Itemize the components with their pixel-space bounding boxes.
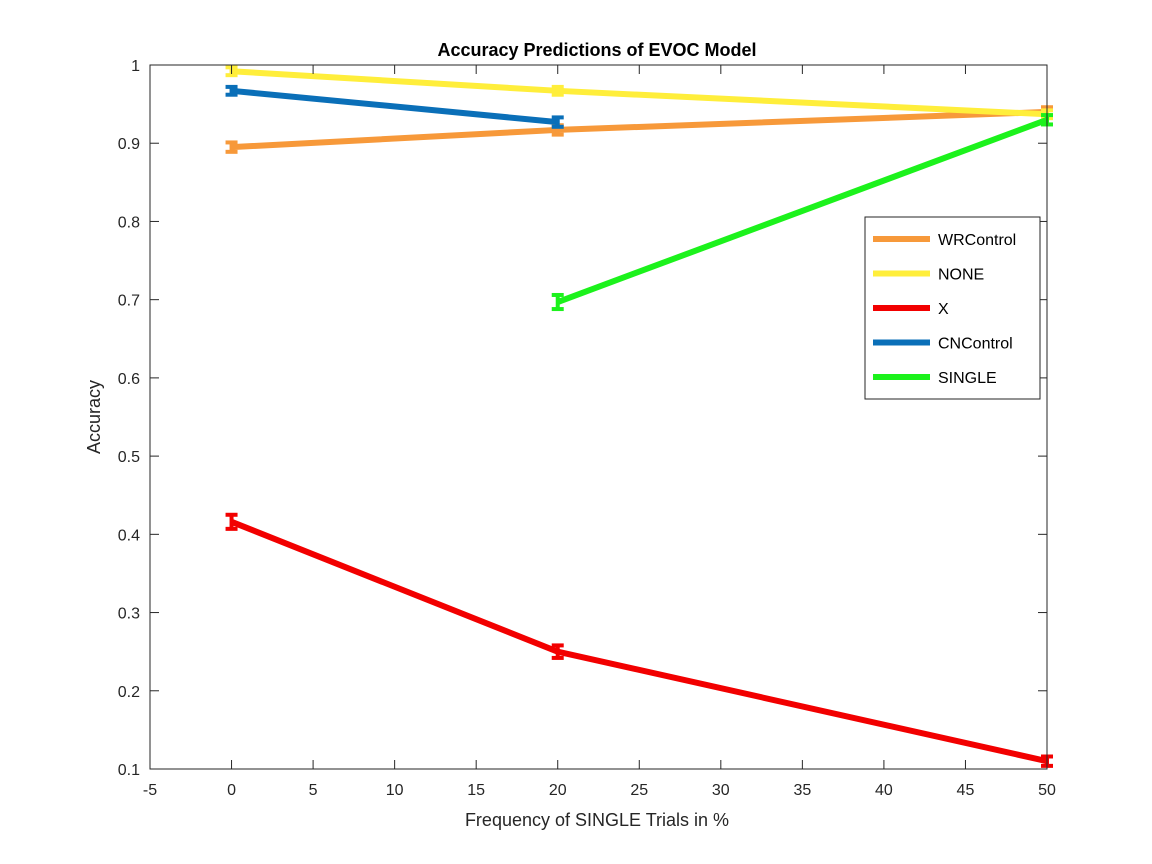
x-tick-label: 25 <box>630 782 648 799</box>
x-tick-label: 15 <box>467 782 485 799</box>
x-tick-label: 50 <box>1038 782 1056 799</box>
y-tick-label: 0.8 <box>118 214 140 231</box>
chart-title: Accuracy Predictions of EVOC Model <box>437 40 756 60</box>
x-tick-label: 5 <box>309 782 318 799</box>
legend-label-cncontrol: CNControl <box>938 336 1013 353</box>
x-tick-label: 40 <box>875 782 893 799</box>
plot-area <box>150 65 1047 769</box>
x-tick-label: 20 <box>549 782 567 799</box>
legend-label-single: SINGLE <box>938 370 997 387</box>
y-tick-label: 0.5 <box>118 449 140 466</box>
x-axis-label: Frequency of SINGLE Trials in % <box>465 810 729 830</box>
series-line-cncontrol <box>231 87 559 126</box>
x-tick-label: 30 <box>712 782 730 799</box>
x-tick-label: 0 <box>227 782 236 799</box>
x-tick-label: 35 <box>793 782 811 799</box>
y-tick-label: 0.3 <box>118 606 140 623</box>
error-bar-single <box>551 292 564 312</box>
error-bar-x <box>551 643 564 660</box>
error-bar-x <box>225 512 238 531</box>
legend-label-none: NONE <box>938 267 984 284</box>
y-tick-label: 0.4 <box>118 527 140 544</box>
error-bar-wrcontrol <box>225 140 238 154</box>
legend: WRControl NONE X CNControl SINGLE <box>864 216 1041 400</box>
y-tick-label: 1 <box>131 58 140 75</box>
error-bar-cncontrol <box>225 84 238 97</box>
y-axis: 0.1 0.2 0.3 0.4 0.5 0.6 0.7 0.8 0.9 1 <box>118 58 1047 779</box>
y-tick-label: 0.2 <box>118 684 140 701</box>
y-tick-label: 0.9 <box>118 136 140 153</box>
series-layer <box>225 65 1053 768</box>
plot-frame <box>149 64 1048 770</box>
x-tick-label: -5 <box>143 782 157 799</box>
y-tick-label: 0.7 <box>118 293 140 310</box>
series-line-single <box>556 116 1049 305</box>
x-axis: -5 0 5 10 15 20 25 30 35 40 45 50 <box>143 65 1056 799</box>
y-tick-label: 0.6 <box>118 371 140 388</box>
legend-label-x: X <box>938 301 949 318</box>
x-tick-label: 45 <box>957 782 975 799</box>
x-tick-label: 10 <box>386 782 404 799</box>
legend-label-wrcontrol: WRControl <box>938 232 1016 249</box>
y-axis-label: Accuracy <box>84 380 104 454</box>
y-tick-label: 0.1 <box>118 762 140 779</box>
error-bar-cncontrol <box>551 115 564 129</box>
error-bar-none <box>551 84 564 97</box>
